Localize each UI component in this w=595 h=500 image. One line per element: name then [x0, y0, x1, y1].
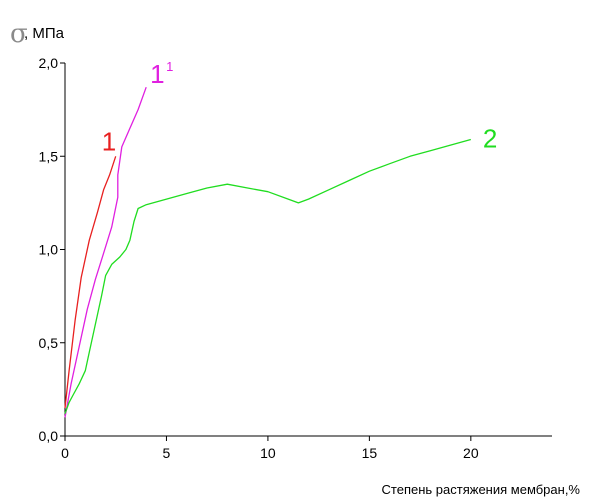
series-line-3 [64, 138, 471, 414]
x-axis-label: Степень растяжения мембран,% [382, 482, 581, 497]
series-label-3: 2 [483, 123, 497, 153]
y-tick-label: 0,0 [39, 428, 59, 444]
series-label-2: 1 [150, 59, 164, 89]
series-line-1 [64, 156, 117, 409]
y-axis-symbol: σ [10, 19, 28, 49]
axes: 0,0 0,5 1,0 1,5 2,0 0 5 10 15 20 [39, 55, 552, 461]
x-tick-label: 20 [463, 445, 479, 461]
y-tick-label: 0,5 [39, 335, 59, 351]
x-tick-label: 15 [362, 445, 378, 461]
x-tick-label: 10 [260, 445, 276, 461]
series-line-2 [64, 86, 147, 418]
y-tick-label: 1,0 [39, 242, 59, 258]
series-labels: 11 12 [102, 59, 498, 156]
y-tick-label: 1,5 [39, 148, 59, 164]
x-tick-label: 5 [163, 445, 171, 461]
y-tick-label: 2,0 [39, 55, 59, 71]
series-layer [64, 86, 471, 418]
y-axis-unit: , МПа [24, 25, 65, 42]
series-label-1: 1 [102, 126, 116, 156]
x-tick-label: 0 [61, 445, 69, 461]
series-label-superscript: 1 [166, 59, 173, 74]
